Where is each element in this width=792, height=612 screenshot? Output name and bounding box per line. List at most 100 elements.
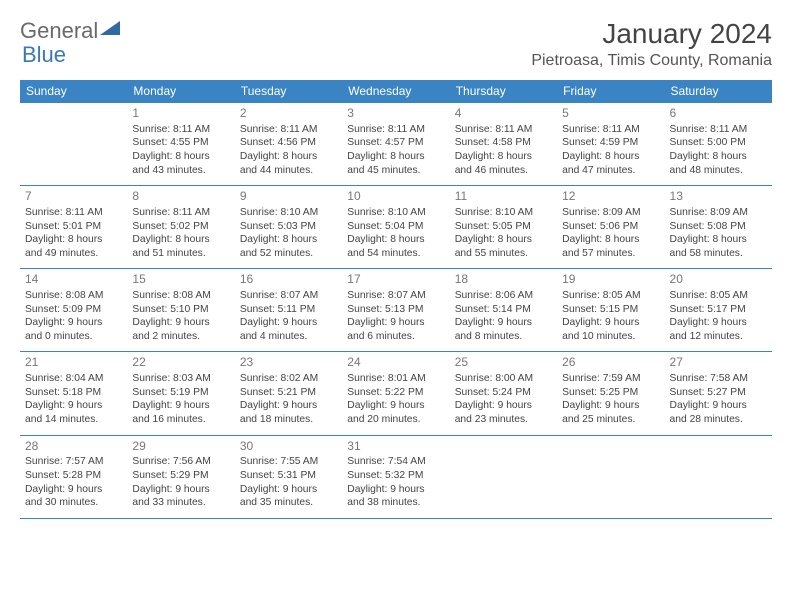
daylight-line: and 46 minutes. xyxy=(455,164,552,178)
daylight-line: Daylight: 9 hours xyxy=(562,316,659,330)
day-cell: 25Sunrise: 8:00 AMSunset: 5:24 PMDayligh… xyxy=(450,352,557,435)
daylight-line: and 43 minutes. xyxy=(132,164,229,178)
sunrise-line: Sunrise: 8:10 AM xyxy=(347,206,444,220)
daylight-line: and 28 minutes. xyxy=(670,413,767,427)
day-header: Monday xyxy=(127,80,234,103)
sunset-line: Sunset: 4:55 PM xyxy=(132,136,229,150)
day-cell: 4Sunrise: 8:11 AMSunset: 4:58 PMDaylight… xyxy=(450,103,557,186)
daylight-line: and 35 minutes. xyxy=(240,496,337,510)
sunset-line: Sunset: 5:31 PM xyxy=(240,469,337,483)
day-cell: 13Sunrise: 8:09 AMSunset: 5:08 PMDayligh… xyxy=(665,186,772,269)
day-cell: 9Sunrise: 8:10 AMSunset: 5:03 PMDaylight… xyxy=(235,186,342,269)
daylight-line: and 54 minutes. xyxy=(347,247,444,261)
day-number: 30 xyxy=(240,439,337,455)
location: Pietroasa, Timis County, Romania xyxy=(531,52,772,70)
sunrise-line: Sunrise: 8:07 AM xyxy=(347,289,444,303)
daylight-line: Daylight: 8 hours xyxy=(455,233,552,247)
daylight-line: Daylight: 9 hours xyxy=(562,399,659,413)
day-header-row: Sunday Monday Tuesday Wednesday Thursday… xyxy=(20,80,772,103)
sunrise-line: Sunrise: 8:08 AM xyxy=(132,289,229,303)
sunset-line: Sunset: 5:21 PM xyxy=(240,386,337,400)
sunset-line: Sunset: 5:00 PM xyxy=(670,136,767,150)
daylight-line: Daylight: 9 hours xyxy=(25,399,122,413)
day-header: Wednesday xyxy=(342,80,449,103)
week-row: 7Sunrise: 8:11 AMSunset: 5:01 PMDaylight… xyxy=(20,186,772,269)
day-number: 10 xyxy=(347,189,444,205)
sunset-line: Sunset: 5:17 PM xyxy=(670,303,767,317)
day-number: 21 xyxy=(25,355,122,371)
sunset-line: Sunset: 4:56 PM xyxy=(240,136,337,150)
day-cell: 18Sunrise: 8:06 AMSunset: 5:14 PMDayligh… xyxy=(450,269,557,352)
day-cell: 23Sunrise: 8:02 AMSunset: 5:21 PMDayligh… xyxy=(235,352,342,435)
day-number: 13 xyxy=(670,189,767,205)
daylight-line: Daylight: 9 hours xyxy=(132,316,229,330)
daylight-line: Daylight: 8 hours xyxy=(347,150,444,164)
week-row: 21Sunrise: 8:04 AMSunset: 5:18 PMDayligh… xyxy=(20,352,772,435)
sunrise-line: Sunrise: 8:09 AM xyxy=(562,206,659,220)
day-number: 11 xyxy=(455,189,552,205)
sunrise-line: Sunrise: 7:58 AM xyxy=(670,372,767,386)
sunset-line: Sunset: 5:06 PM xyxy=(562,220,659,234)
day-cell: 15Sunrise: 8:08 AMSunset: 5:10 PMDayligh… xyxy=(127,269,234,352)
week-row: 28Sunrise: 7:57 AMSunset: 5:28 PMDayligh… xyxy=(20,435,772,518)
daylight-line: and 6 minutes. xyxy=(347,330,444,344)
logo-text-general: General xyxy=(20,18,98,44)
daylight-line: and 57 minutes. xyxy=(562,247,659,261)
sunrise-line: Sunrise: 8:11 AM xyxy=(455,123,552,137)
header: General January 2024 Pietroasa, Timis Co… xyxy=(20,18,772,70)
day-cell: 20Sunrise: 8:05 AMSunset: 5:17 PMDayligh… xyxy=(665,269,772,352)
sunrise-line: Sunrise: 8:10 AM xyxy=(455,206,552,220)
day-cell: 29Sunrise: 7:56 AMSunset: 5:29 PMDayligh… xyxy=(127,435,234,518)
sunset-line: Sunset: 5:22 PM xyxy=(347,386,444,400)
day-number: 16 xyxy=(240,272,337,288)
sunset-line: Sunset: 5:14 PM xyxy=(455,303,552,317)
daylight-line: and 20 minutes. xyxy=(347,413,444,427)
sunset-line: Sunset: 5:10 PM xyxy=(132,303,229,317)
day-cell: 26Sunrise: 7:59 AMSunset: 5:25 PMDayligh… xyxy=(557,352,664,435)
daylight-line: and 23 minutes. xyxy=(455,413,552,427)
day-cell: 1Sunrise: 8:11 AMSunset: 4:55 PMDaylight… xyxy=(127,103,234,186)
daylight-line: and 49 minutes. xyxy=(25,247,122,261)
sunrise-line: Sunrise: 8:11 AM xyxy=(347,123,444,137)
daylight-line: and 52 minutes. xyxy=(240,247,337,261)
logo-triangle-icon xyxy=(100,15,120,41)
day-number: 22 xyxy=(132,355,229,371)
day-cell xyxy=(450,435,557,518)
daylight-line: and 51 minutes. xyxy=(132,247,229,261)
day-cell xyxy=(20,103,127,186)
sunrise-line: Sunrise: 8:06 AM xyxy=(455,289,552,303)
sunset-line: Sunset: 5:05 PM xyxy=(455,220,552,234)
day-number: 5 xyxy=(562,106,659,122)
day-number: 20 xyxy=(670,272,767,288)
daylight-line: Daylight: 9 hours xyxy=(240,316,337,330)
week-row: 1 Sunrise: 8:11 AM Sunset: 4:55 PM Daylight… xyxy=(20,103,772,186)
day-number: 15 xyxy=(132,272,229,288)
sunrise-line: Sunrise: 8:04 AM xyxy=(25,372,122,386)
sunset-line: Sunset: 4:57 PM xyxy=(347,136,444,150)
daylight-line: and 8 minutes. xyxy=(455,330,552,344)
daylight-line: Daylight: 8 hours xyxy=(132,233,229,247)
day-number: 1 xyxy=(132,106,229,122)
sunrise-line: Sunrise: 7:56 AM xyxy=(132,455,229,469)
day-cell: 11Sunrise: 8:10 AMSunset: 5:05 PMDayligh… xyxy=(450,186,557,269)
daylight-line: and 33 minutes. xyxy=(132,496,229,510)
daylight-line: Daylight: 9 hours xyxy=(347,399,444,413)
day-number: 24 xyxy=(347,355,444,371)
day-cell: 30Sunrise: 7:55 AMSunset: 5:31 PMDayligh… xyxy=(235,435,342,518)
daylight-line: Daylight: 8 hours xyxy=(670,150,767,164)
day-number: 27 xyxy=(670,355,767,371)
daylight-line: and 48 minutes. xyxy=(670,164,767,178)
bottom-border xyxy=(20,518,772,519)
day-number: 25 xyxy=(455,355,552,371)
day-number: 12 xyxy=(562,189,659,205)
daylight-line: Daylight: 9 hours xyxy=(132,483,229,497)
day-number: 19 xyxy=(562,272,659,288)
sunrise-line: Sunrise: 8:08 AM xyxy=(25,289,122,303)
day-cell: 27Sunrise: 7:58 AMSunset: 5:27 PMDayligh… xyxy=(665,352,772,435)
sunrise-line: Sunrise: 8:11 AM xyxy=(670,123,767,137)
daylight-line: and 58 minutes. xyxy=(670,247,767,261)
calendar-table: Sunday Monday Tuesday Wednesday Thursday… xyxy=(20,80,772,518)
sunset-line: Sunset: 5:29 PM xyxy=(132,469,229,483)
daylight-line: Daylight: 8 hours xyxy=(240,233,337,247)
sunrise-line: Sunrise: 8:07 AM xyxy=(240,289,337,303)
